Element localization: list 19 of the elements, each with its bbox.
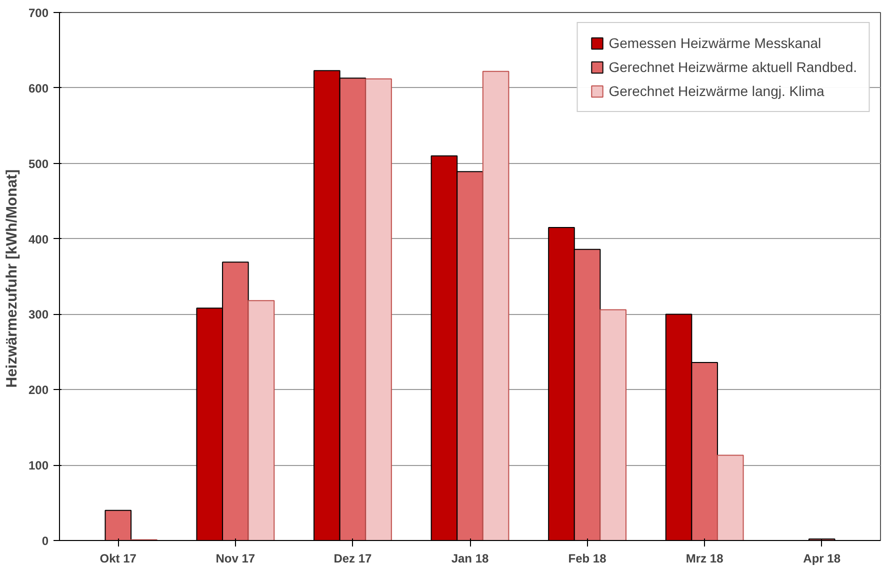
y-axis-title: Heizwärmezufuhr [kWh/Monat] xyxy=(3,169,20,388)
y-tick-label: 400 xyxy=(28,232,49,246)
x-tick-label: Okt 17 xyxy=(100,552,137,566)
legend-label: Gerechnet Heizwärme langj. Klima xyxy=(608,83,824,99)
y-tick-label: 500 xyxy=(28,156,49,171)
y-tick-label: 600 xyxy=(28,81,49,96)
y-tick-label: 100 xyxy=(28,458,49,473)
y-tick-label: 300 xyxy=(28,308,49,322)
y-tick-label: 200 xyxy=(28,383,49,398)
x-tick-label: Nov 17 xyxy=(216,552,256,566)
x-tick-label: Apr 18 xyxy=(803,552,841,566)
x-tick-label: Mrz 18 xyxy=(686,552,724,566)
legend-label: Gerechnet Heizwärme aktuell Randbed. xyxy=(608,59,857,75)
x-tick-label: Jan 18 xyxy=(451,552,490,566)
legend-label: Gemessen Heizwärme Messkanal xyxy=(608,35,822,51)
x-tick-label: Dez 17 xyxy=(334,552,372,566)
y-tick-label: 0 xyxy=(42,534,49,548)
y-tick-label: 700 xyxy=(28,6,49,20)
x-tick-label: Feb 18 xyxy=(568,552,607,566)
